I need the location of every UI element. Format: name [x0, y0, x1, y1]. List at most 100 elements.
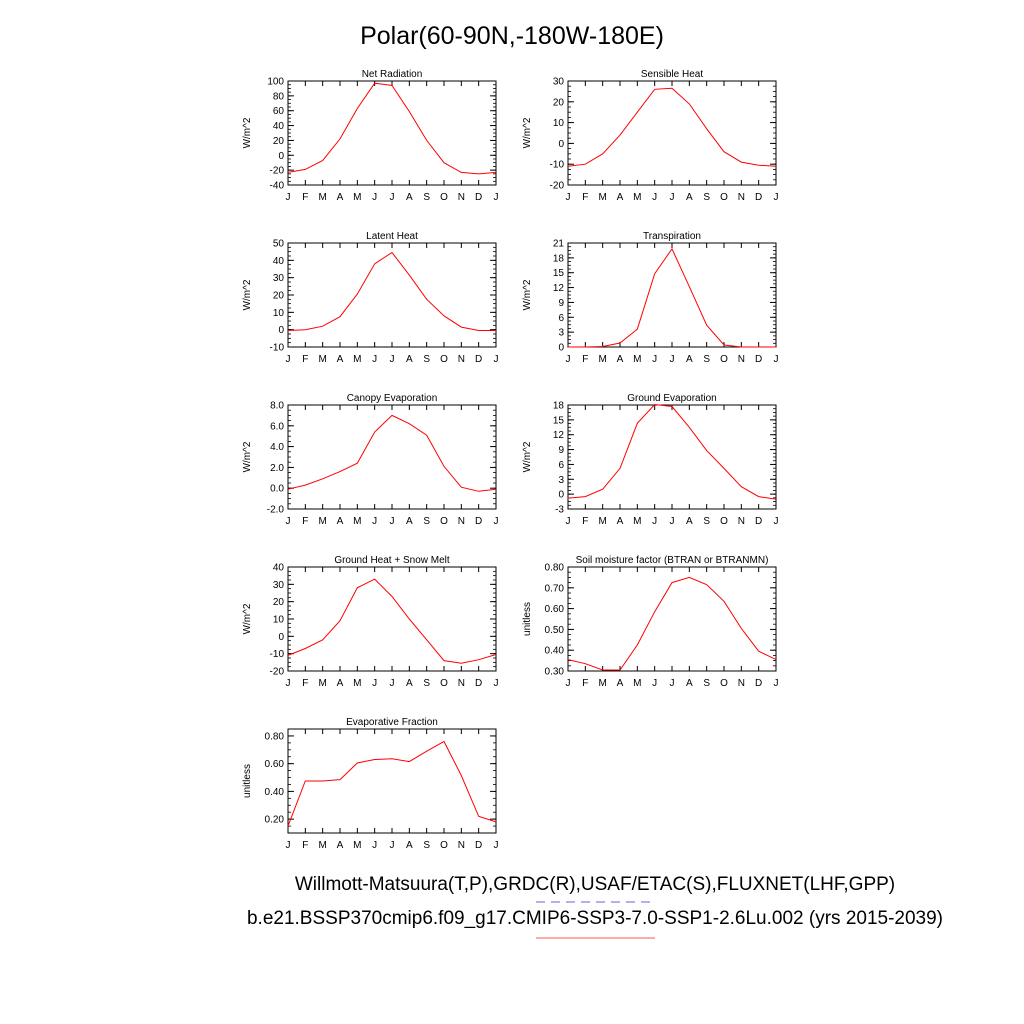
y-tick-label: 9: [558, 445, 564, 456]
x-tick-label: F: [582, 192, 588, 203]
panel-title: Net Radiation: [362, 69, 423, 80]
x-tick-label: M: [353, 840, 361, 851]
x-tick-label: M: [318, 840, 326, 851]
y-tick-label: 2.0: [270, 463, 284, 474]
x-tick-label: J: [372, 840, 377, 851]
x-tick-label: D: [755, 516, 762, 527]
y-tick-label: 0.60: [545, 604, 565, 615]
x-tick-label: M: [353, 516, 361, 527]
x-tick-label: O: [720, 192, 728, 203]
panel-title: Sensible Heat: [641, 69, 703, 80]
series-line: [287, 414, 497, 492]
y-tick-label: -10: [270, 343, 285, 354]
footer-obs-line: Willmott-Matsuura(T,P),GRDC(R),USAF/ETAC…: [295, 874, 895, 895]
x-tick-label: A: [337, 354, 344, 365]
x-tick-label: D: [755, 354, 762, 365]
x-tick-label: D: [475, 192, 482, 203]
y-tick-label: 15: [553, 415, 565, 426]
x-tick-label: O: [440, 840, 448, 851]
x-tick-label: F: [302, 192, 308, 203]
x-tick-label: J: [652, 192, 657, 203]
x-tick-label: M: [598, 354, 606, 365]
x-tick-label: J: [286, 678, 291, 689]
x-tick-label: N: [738, 192, 745, 203]
x-tick-label: S: [423, 354, 430, 365]
y-tick-label: 0: [558, 139, 564, 150]
x-tick-label: N: [738, 354, 745, 365]
series-line: [287, 82, 497, 175]
series-line: [568, 247, 776, 348]
y-tick-label: 20: [273, 291, 285, 302]
x-tick-label: F: [302, 840, 308, 851]
x-tick-label: F: [582, 354, 588, 365]
y-axis-label: W/m^2: [522, 441, 533, 472]
y-tick-label: 6: [558, 313, 564, 324]
panel-title: Ground Evaporation: [627, 393, 717, 404]
x-tick-label: O: [720, 516, 728, 527]
x-tick-label: N: [738, 678, 745, 689]
y-tick-label: 3: [558, 475, 564, 486]
y-tick-label: 9: [558, 298, 564, 309]
y-axis-label: W/m^2: [242, 117, 253, 148]
y-tick-label: -40: [270, 181, 285, 192]
x-tick-label: A: [617, 678, 624, 689]
y-tick-label: 20: [273, 597, 285, 608]
plot-frame: [567, 242, 777, 348]
x-tick-label: J: [494, 354, 499, 365]
y-tick-label: 12: [553, 283, 565, 294]
x-tick-label: J: [652, 678, 657, 689]
footer-case-line: b.e21.BSSP370cmip6.f09_g17.CMIP6-SSP3-7.…: [247, 908, 943, 929]
x-tick-label: F: [302, 678, 308, 689]
x-tick-label: J: [670, 354, 675, 365]
x-tick-label: J: [670, 678, 675, 689]
x-tick-label: S: [423, 678, 430, 689]
y-tick-label: -10: [550, 160, 565, 171]
y-tick-label: 0: [278, 325, 284, 336]
x-tick-label: O: [720, 678, 728, 689]
x-tick-label: F: [582, 516, 588, 527]
chart-panel: Soil moisture factor (BTRAN or BTRANMN) u…: [522, 555, 779, 689]
x-tick-label: A: [406, 678, 413, 689]
x-tick-label: S: [423, 192, 430, 203]
y-tick-label: -10: [270, 649, 285, 660]
y-tick-label: 0.80: [545, 563, 565, 574]
x-tick-label: S: [703, 516, 710, 527]
x-tick-label: M: [633, 516, 641, 527]
x-tick-label: M: [353, 192, 361, 203]
x-tick-label: J: [286, 840, 291, 851]
x-tick-label: M: [318, 678, 326, 689]
x-tick-label: J: [494, 678, 499, 689]
plot-frame: [287, 242, 497, 348]
x-tick-label: M: [318, 354, 326, 365]
y-tick-label: 40: [273, 563, 285, 574]
series-line: [287, 251, 496, 331]
x-tick-label: J: [774, 678, 779, 689]
y-tick-label: 0: [278, 151, 284, 162]
y-tick-label: -20: [270, 166, 285, 177]
x-tick-label: M: [318, 516, 326, 527]
x-tick-label: J: [372, 192, 377, 203]
x-tick-label: D: [755, 192, 762, 203]
x-tick-label: A: [337, 678, 344, 689]
x-tick-label: J: [390, 516, 395, 527]
x-tick-label: A: [686, 516, 693, 527]
y-tick-label: 30: [273, 580, 285, 591]
x-tick-label: S: [423, 516, 430, 527]
panel-title: Ground Heat + Snow Melt: [334, 555, 450, 566]
y-tick-label: 60: [273, 106, 285, 117]
y-tick-label: -3: [555, 505, 564, 516]
x-tick-label: N: [458, 192, 465, 203]
series-line: [567, 576, 777, 671]
x-tick-label: N: [738, 516, 745, 527]
x-tick-label: N: [458, 516, 465, 527]
plot-frame: [287, 566, 497, 672]
x-tick-label: J: [566, 516, 571, 527]
y-tick-label: 20: [273, 136, 285, 147]
y-tick-label: 18: [553, 253, 565, 264]
